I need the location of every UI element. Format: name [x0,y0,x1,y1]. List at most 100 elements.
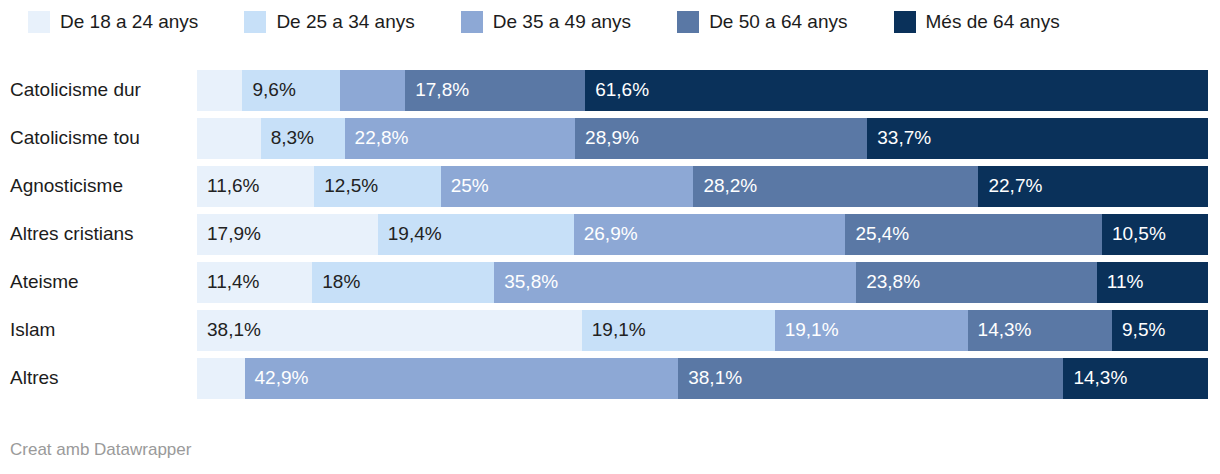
category-label: Ateisme [0,271,197,293]
legend-label: De 18 a 24 anys [60,11,198,33]
bar-value-label: 28,9% [575,127,639,149]
bar-segment-de-35-a-49-anys [340,70,406,111]
bar-track: 8,3% 22,8% 28,9% 33,7% [197,118,1208,159]
bar-segment-de-50-a-64-anys: 25,4% [845,214,1102,255]
bar-value-label: 25% [441,175,489,197]
bar-segment-de-18-a-24-anys [197,118,261,159]
bar-row-ateisme: Ateisme11,4% 18% 35,8% 23,8% 11% [0,258,1220,306]
bar-value-label: 38,1% [197,319,261,341]
datawrapper-attribution-link[interactable]: Creat amb Datawrapper [10,440,1220,460]
bar-segment-m-s-de-64-anys: 22,7% [978,166,1207,207]
bar-segment-de-35-a-49-anys: 35,8% [494,262,856,303]
bar-value-label: 9,5% [1112,319,1165,341]
bar-segment-de-25-a-34-anys: 12,5% [314,166,440,207]
bar-value-label: 38,1% [678,367,742,389]
bar-segment-de-25-a-34-anys: 8,3% [261,118,345,159]
bar-value-label: 19,1% [775,319,839,341]
bar-segment-m-s-de-64-anys: 9,5% [1112,310,1208,351]
bar-segment-de-50-a-64-anys: 17,8% [405,70,585,111]
legend-label: De 35 a 49 anys [493,11,631,33]
bar-segment-m-s-de-64-anys: 14,3% [1063,358,1208,399]
bar-value-label: 22,8% [345,127,409,149]
bar-value-label: 42,9% [245,367,309,389]
bar-value-label: 35,8% [494,271,558,293]
bar-value-label: 9,6% [242,79,295,101]
bar-segment-de-50-a-64-anys: 14,3% [968,310,1112,351]
legend-item-de-35-a-49-anys: De 35 a 49 anys [461,11,631,33]
bar-row-altres: Altres 42,9% 38,1% 14,3% [0,354,1220,402]
bar-segment-de-18-a-24-anys: 11,6% [197,166,314,207]
legend-swatch-icon [894,11,916,33]
legend-item-m-s-de-64-anys: Més de 64 anys [894,11,1060,33]
bar-value-label: 8,3% [261,127,314,149]
legend-label: De 50 a 64 anys [709,11,847,33]
bar-segment-m-s-de-64-anys: 61,6% [585,70,1208,111]
bar-segment-de-35-a-49-anys: 25% [441,166,694,207]
bar-value-label: 22,7% [978,175,1042,197]
bar-segment-de-18-a-24-anys: 38,1% [197,310,582,351]
bar-value-label: 18% [312,271,360,293]
bar-value-label: 17,8% [405,79,469,101]
category-label: Altres cristians [0,223,197,245]
bar-value-label: 11,4% [197,271,259,293]
bar-segment-m-s-de-64-anys: 33,7% [867,118,1208,159]
bar-value-label: 33,7% [867,127,931,149]
bar-value-label: 17,9% [197,223,261,245]
bar-track: 11,6% 12,5% 25% 28,2% 22,7% [197,166,1208,207]
bar-segment-de-18-a-24-anys: 11,4% [197,262,312,303]
chart-rows: Catolicisme dur9,6%17,8%61,6%Catolicisme… [0,66,1220,402]
bar-track: 9,6% 17,8% 61,6% [197,70,1208,111]
bar-segment-de-25-a-34-anys: 19,1% [582,310,775,351]
legend-item-de-18-a-24-anys: De 18 a 24 anys [28,11,198,33]
bar-value-label: 11,6% [197,175,259,197]
bar-row-agnosticisme: Agnosticisme11,6% 12,5% 25% 28,2% 22,7% [0,162,1220,210]
legend-label: Més de 64 anys [926,11,1060,33]
bar-row-catolicisme-dur: Catolicisme dur 9,6% 17,8% 61,6% [0,66,1220,114]
bar-segment-de-50-a-64-anys: 28,9% [575,118,867,159]
bar-track: 38,1% 19,1% 19,1% 14,3% 9,5% [197,310,1208,351]
bar-track: 11,4% 18% 35,8% 23,8% 11% [197,262,1208,303]
bar-segment-de-18-a-24-anys: 17,9% [197,214,378,255]
bar-track: 17,9% 19,4% 26,9% 25,4% 10,5% [197,214,1208,255]
bar-value-label: 25,4% [845,223,909,245]
bar-value-label: 28,2% [693,175,757,197]
bar-value-label: 23,8% [856,271,920,293]
chart-legend: De 18 a 24 anys De 25 a 34 anys De 35 a 49… [28,10,1220,34]
legend-swatch-icon [677,11,699,33]
category-label: Altres [0,367,197,389]
bar-value-label: 10,5% [1102,223,1166,245]
legend-item-de-50-a-64-anys: De 50 a 64 anys [677,11,847,33]
legend-label: De 25 a 34 anys [276,11,414,33]
category-label: Islam [0,319,197,341]
bar-value-label: 14,3% [968,319,1032,341]
bar-segment-de-25-a-34-anys: 18% [312,262,494,303]
bar-segment-de-18-a-24-anys [197,358,245,399]
bar-value-label: 14,3% [1063,367,1127,389]
bar-segment-m-s-de-64-anys: 11% [1097,262,1208,303]
legend-swatch-icon [244,11,266,33]
stacked-bar-chart: De 18 a 24 anys De 25 a 34 anys De 35 a 49… [0,10,1220,474]
bar-value-label: 61,6% [585,79,649,101]
bar-segment-de-50-a-64-anys: 38,1% [678,358,1063,399]
category-label: Catolicisme tou [0,127,197,149]
legend-swatch-icon [28,11,50,33]
bar-value-label: 19,1% [582,319,646,341]
bar-segment-de-25-a-34-anys: 19,4% [378,214,574,255]
bar-row-altres-cristians: Altres cristians17,9% 19,4% 26,9% 25,4% 10,5… [0,210,1220,258]
legend-item-de-25-a-34-anys: De 25 a 34 anys [244,11,414,33]
bar-segment-de-25-a-34-anys: 9,6% [242,70,339,111]
bar-segment-de-35-a-49-anys: 26,9% [574,214,846,255]
category-label: Catolicisme dur [0,79,197,101]
bar-segment-de-50-a-64-anys: 23,8% [856,262,1097,303]
bar-row-catolicisme-tou: Catolicisme tou 8,3% 22,8% 28,9% 33,7% [0,114,1220,162]
category-label: Agnosticisme [0,175,197,197]
bar-segment-de-50-a-64-anys: 28,2% [693,166,978,207]
legend-swatch-icon [461,11,483,33]
bar-value-label: 12,5% [314,175,378,197]
bar-segment-m-s-de-64-anys: 10,5% [1102,214,1208,255]
bar-segment-de-18-a-24-anys [197,70,242,111]
bar-value-label: 19,4% [378,223,442,245]
bar-value-label: 11% [1097,271,1144,293]
bar-segment-de-35-a-49-anys: 19,1% [775,310,968,351]
bar-value-label: 26,9% [574,223,638,245]
